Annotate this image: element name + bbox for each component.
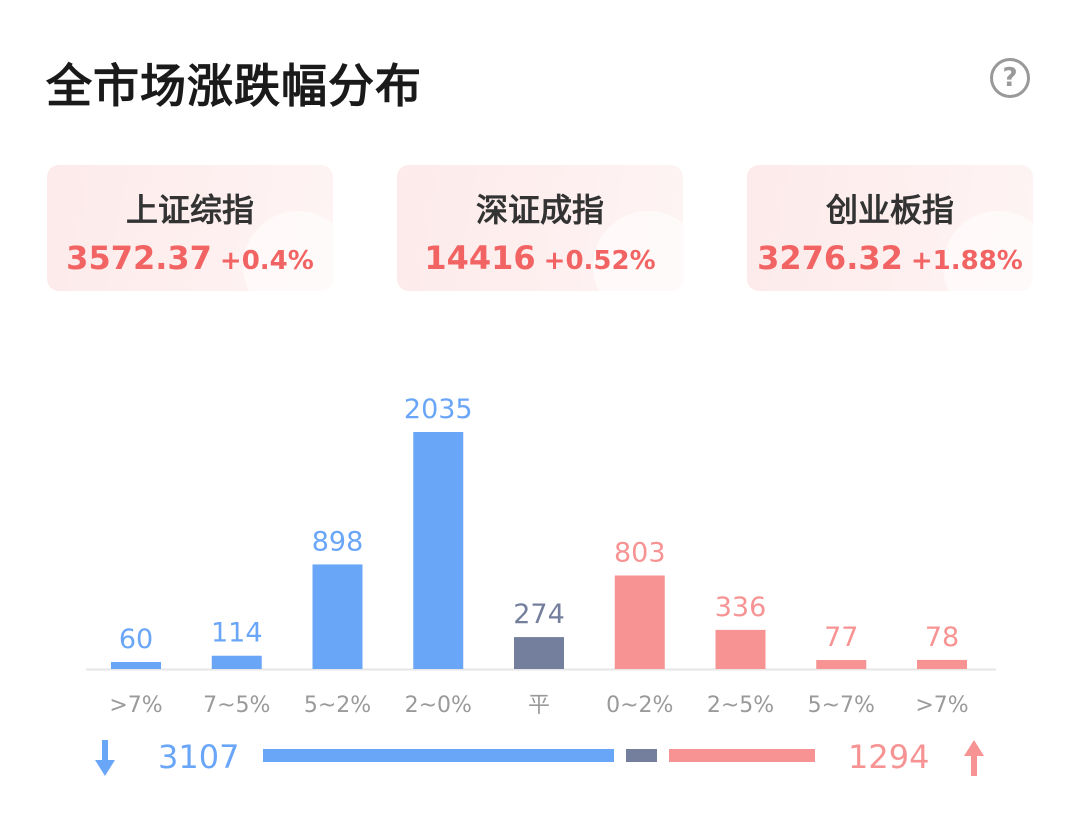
summary-bar: 3107 1294 (0, 730, 1080, 790)
tick-label: 平 (528, 693, 550, 718)
bar[interactable] (917, 659, 967, 669)
index-cards: 上证综指 3572.37 +0.4% 深证成指 14416 +0.52% 创业板指 … (47, 165, 1033, 291)
up-ratio-bar (668, 749, 815, 762)
index-name: 上证综指 (125, 191, 254, 229)
distribution-chart: 60 >7% 114 7~5% 898 5~2% 2035 2~0% 274 平 803 0~2% 33… (86, 394, 996, 718)
up-total: 1294 (848, 738, 930, 776)
index-price: 14416 (424, 239, 536, 277)
index-name: 深证成指 (475, 191, 604, 229)
bar[interactable] (211, 655, 262, 669)
tick-label: 0~2% (606, 693, 673, 718)
bar[interactable] (715, 629, 766, 669)
up-arrow-icon (964, 740, 984, 776)
data-label: 60 (119, 624, 153, 655)
index-name: 创业板指 (825, 191, 954, 229)
page-title: 全市场涨跌幅分布 (46, 59, 422, 113)
index-card-cyb[interactable]: 创业板指 3276.32 +1.88% (747, 165, 1033, 291)
index-change: +0.4% (219, 246, 314, 276)
index-change: +1.88% (910, 246, 1023, 276)
index-change: +0.52% (543, 246, 656, 276)
down-total: 3107 (158, 738, 240, 776)
tick-label: 7~5% (203, 693, 270, 718)
bar[interactable] (816, 660, 867, 669)
tick-label: 5~2% (304, 693, 371, 718)
tick-label: 5~7% (808, 693, 875, 718)
data-label: 336 (715, 592, 767, 623)
down-arrow-icon (95, 740, 115, 776)
tick-label: 2~5% (707, 693, 774, 718)
flat-ratio-bar (625, 749, 657, 762)
bar[interactable] (312, 564, 363, 669)
data-label: 803 (614, 537, 666, 568)
bar[interactable] (413, 432, 464, 669)
index-price: 3572.37 (66, 239, 212, 277)
tick-label: >7% (915, 693, 968, 718)
data-label: 274 (513, 599, 565, 630)
tick-label: 2~0% (405, 693, 472, 718)
data-label: 77 (824, 622, 858, 653)
down-ratio-bar (263, 749, 614, 762)
data-label: 898 (312, 526, 364, 557)
data-label: 114 (211, 618, 263, 649)
bar[interactable] (111, 662, 161, 669)
index-card-sh[interactable]: 上证综指 3572.37 +0.4% (47, 165, 333, 291)
data-label: 2035 (404, 394, 473, 425)
bar[interactable] (514, 637, 564, 669)
bar[interactable] (614, 575, 665, 669)
data-label: 78 (925, 622, 959, 653)
tick-label: >7% (109, 693, 162, 718)
help-icon[interactable]: ? (990, 58, 1030, 98)
index-card-sz[interactable]: 深证成指 14416 +0.52% (397, 165, 683, 291)
index-price: 3276.32 (757, 239, 903, 277)
